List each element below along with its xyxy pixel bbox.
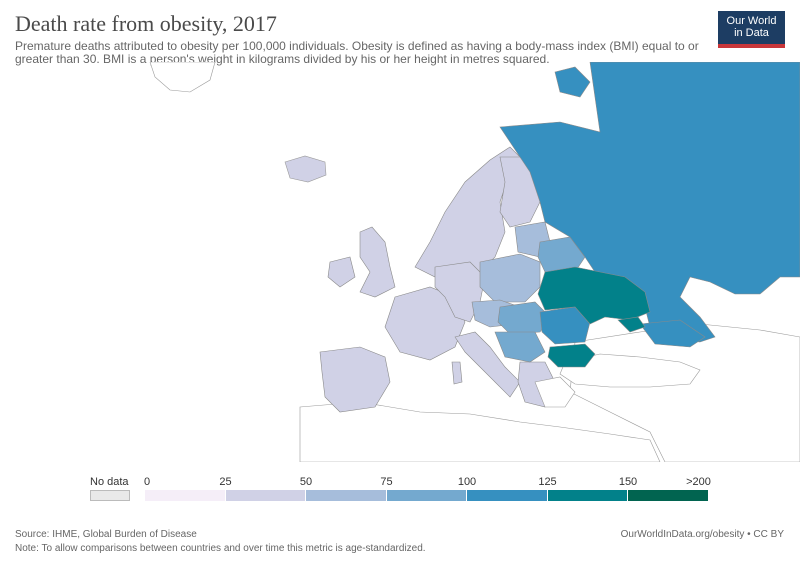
region-caucasus[interactable] (639, 319, 706, 348)
logo-line-1: Our World (726, 15, 777, 27)
region-turkey[interactable] (559, 353, 701, 388)
region-italy[interactable] (454, 331, 521, 398)
legend-tick-label: 75 (380, 476, 393, 488)
legend-bin-6[interactable] (628, 490, 709, 501)
source-text: Source: IHME, Global Burden of Disease (15, 529, 197, 540)
owid-logo[interactable]: Our World in Data (718, 11, 785, 47)
legend-bin-1[interactable] (225, 490, 306, 501)
region-uk[interactable] (359, 226, 396, 298)
logo-accent-bar (718, 44, 785, 48)
region-bulgaria[interactable] (547, 343, 596, 368)
choropleth-map[interactable] (0, 62, 800, 462)
legend-tick-label: 25 (219, 476, 232, 488)
region-greece[interactable] (534, 376, 576, 408)
region-hungary-slovakia[interactable] (497, 301, 551, 335)
legend-no-data-label: No data (90, 476, 129, 488)
legend-bin-2[interactable] (306, 490, 387, 501)
color-legend: No data 0 25 50 75 100 125 150 >200 (0, 470, 800, 510)
region-central-west[interactable] (434, 261, 486, 323)
legend-tick-label: 150 (618, 476, 638, 488)
chart-subtitle: Premature deaths attributed to obesity p… (15, 39, 699, 66)
legend-bin-4[interactable] (467, 490, 548, 501)
legend-tick-label: 50 (299, 476, 313, 488)
attribution-link[interactable]: OurWorldInData.org/obesity • CC BY (620, 529, 784, 540)
legend-no-data-swatch[interactable] (90, 490, 130, 501)
logo-line-2: in Data (734, 27, 769, 39)
legend-tick-label: >200 (686, 476, 711, 488)
legend-bin-3[interactable] (386, 490, 467, 501)
region-crimea[interactable] (617, 316, 646, 333)
region-russia[interactable] (499, 62, 800, 343)
region-north-africa[interactable] (299, 401, 661, 462)
legend-bin-0[interactable] (145, 490, 226, 501)
legend-tick-label: 0 (143, 476, 151, 488)
region-ireland[interactable] (327, 256, 356, 288)
legend-tick-label: 125 (538, 476, 557, 488)
region-poland[interactable] (479, 253, 541, 303)
region-iceland[interactable] (284, 155, 327, 183)
region-sardinia[interactable] (451, 361, 463, 385)
region-croatia-serbia[interactable] (494, 331, 546, 363)
legend-tick-label: 100 (457, 476, 477, 488)
region-greenland[interactable] (149, 62, 216, 93)
region-iberia[interactable] (319, 346, 391, 413)
legend-bin-5[interactable] (547, 490, 628, 501)
chart-title: Death rate from obesity, 2017 (15, 11, 277, 36)
region-kola-white-sea[interactable] (554, 66, 591, 98)
note-text: Note: To allow comparisons between count… (15, 543, 426, 554)
